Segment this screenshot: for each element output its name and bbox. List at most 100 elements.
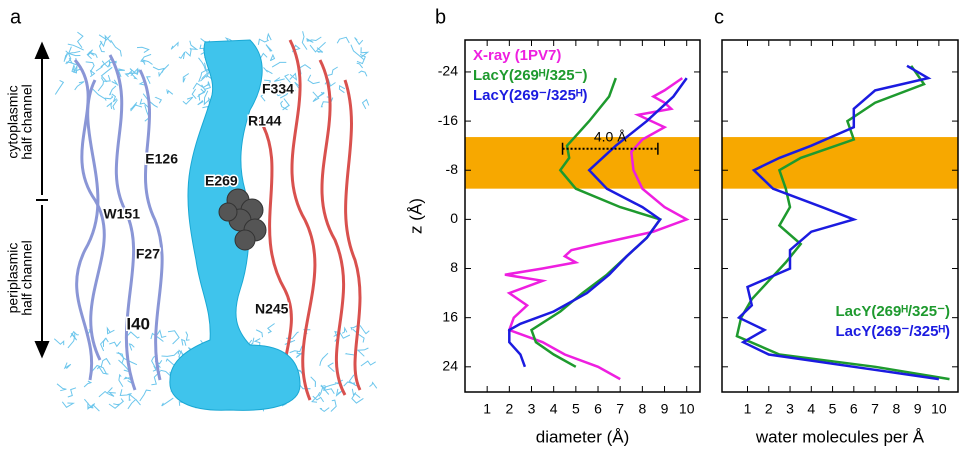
x-tick-label: 3 bbox=[528, 401, 536, 417]
lipid bbox=[323, 386, 335, 395]
lipid bbox=[181, 338, 187, 346]
lipid bbox=[316, 47, 324, 53]
lipid bbox=[101, 60, 112, 68]
substrate-spheres bbox=[218, 188, 267, 251]
series-line bbox=[504, 77, 690, 381]
lipid bbox=[56, 383, 67, 392]
lipid bbox=[71, 64, 78, 74]
lipid bbox=[130, 103, 143, 112]
lipid bbox=[191, 88, 197, 100]
helix bbox=[288, 39, 317, 401]
lipid bbox=[334, 330, 339, 342]
x-tick-label: 9 bbox=[914, 401, 922, 417]
helix bbox=[343, 79, 362, 391]
lipid bbox=[350, 324, 359, 331]
lipid bbox=[103, 74, 111, 82]
lipid bbox=[312, 395, 325, 403]
lipid bbox=[158, 64, 170, 78]
lipid bbox=[116, 352, 125, 364]
lipid bbox=[129, 101, 138, 110]
lipid bbox=[338, 84, 346, 94]
residue-label: I40 bbox=[126, 314, 150, 333]
lipid bbox=[76, 31, 84, 48]
x-tick-label: 4 bbox=[550, 401, 558, 417]
x-tick-label: 5 bbox=[829, 401, 837, 417]
lipid bbox=[83, 380, 93, 388]
helix bbox=[75, 79, 100, 381]
lipid bbox=[90, 364, 108, 375]
lipid bbox=[269, 53, 276, 62]
x-axis-label: water molecules per Å bbox=[755, 427, 925, 446]
lipid bbox=[117, 398, 124, 406]
lipid bbox=[112, 99, 118, 111]
x-tick-label: 1 bbox=[744, 401, 752, 417]
x-tick-label: 1 bbox=[483, 401, 491, 417]
lipid bbox=[361, 98, 370, 110]
y-tick-label: 16 bbox=[442, 308, 458, 324]
lipid bbox=[111, 93, 118, 103]
lipid bbox=[307, 74, 320, 85]
region-arrows bbox=[34, 41, 50, 359]
helix bbox=[138, 69, 164, 381]
lipid bbox=[309, 41, 326, 53]
legend-entry: LacY(269⁻/325ᴴ) bbox=[835, 323, 950, 340]
x-tick-label: 2 bbox=[765, 401, 773, 417]
lipid bbox=[117, 68, 125, 78]
lipid bbox=[274, 77, 285, 82]
lipid bbox=[130, 67, 140, 77]
residue-label: E269 bbox=[205, 173, 238, 189]
plot-area bbox=[504, 77, 690, 381]
lipid bbox=[266, 32, 272, 41]
lipid bbox=[146, 76, 151, 84]
lipid bbox=[54, 79, 65, 95]
axes-frame bbox=[721, 39, 959, 393]
lipid bbox=[327, 362, 335, 372]
x-tick-label: 6 bbox=[850, 401, 858, 417]
lipid bbox=[98, 34, 107, 48]
lipid bbox=[88, 51, 98, 59]
blue-helices bbox=[73, 54, 164, 391]
x-tick-label: 6 bbox=[594, 401, 602, 417]
lipid bbox=[98, 387, 113, 398]
lipid bbox=[107, 391, 116, 397]
lipid bbox=[319, 352, 329, 366]
y-axis-label: z (Å) bbox=[406, 198, 425, 234]
lipid bbox=[109, 341, 122, 348]
x-tick-label: 9 bbox=[661, 401, 669, 417]
lipid bbox=[333, 331, 351, 339]
lipid bbox=[106, 101, 113, 110]
series-line bbox=[736, 64, 940, 381]
lipid bbox=[197, 84, 207, 98]
lipid bbox=[185, 331, 190, 341]
lipid bbox=[161, 397, 174, 407]
series-line bbox=[529, 77, 663, 368]
lipid bbox=[127, 398, 141, 410]
lipid bbox=[139, 98, 152, 111]
lipid bbox=[360, 360, 376, 367]
x-tick-label: 7 bbox=[616, 401, 624, 417]
series-line bbox=[735, 65, 950, 381]
sphere bbox=[234, 229, 256, 251]
lipid bbox=[170, 41, 179, 50]
lipid bbox=[271, 61, 287, 68]
lipid bbox=[142, 93, 158, 108]
lipid bbox=[136, 46, 150, 54]
lipid bbox=[185, 47, 192, 57]
lipid bbox=[85, 61, 95, 72]
lipid bbox=[141, 59, 153, 65]
lipid bbox=[320, 385, 326, 391]
lipid bbox=[359, 325, 370, 335]
lipid bbox=[67, 43, 84, 51]
lipid bbox=[351, 388, 361, 399]
region-label: cytoplasmic bbox=[5, 85, 21, 158]
lipid bbox=[100, 66, 113, 83]
x-tick-label: 3 bbox=[786, 401, 794, 417]
lipid bbox=[279, 89, 296, 99]
lipid bbox=[316, 91, 325, 99]
x-axis-label: diameter (Å) bbox=[536, 427, 630, 446]
x-tick-label: 8 bbox=[892, 401, 900, 417]
lipid bbox=[265, 44, 273, 52]
lipid bbox=[89, 69, 96, 78]
lipid bbox=[74, 81, 85, 91]
